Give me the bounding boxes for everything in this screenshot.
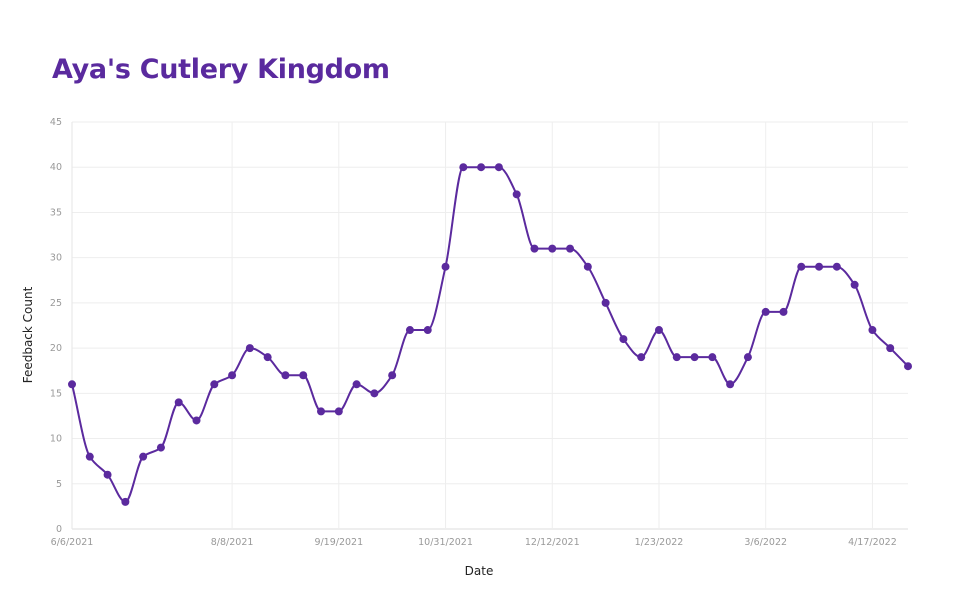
data-point: [761, 307, 770, 316]
data-point: [797, 262, 806, 271]
x-axis-title: Date: [465, 564, 494, 578]
x-tick-label: 1/23/2022: [635, 537, 684, 548]
data-point: [192, 416, 201, 425]
x-tick-label: 3/6/2022: [744, 537, 787, 548]
data-point: [156, 443, 165, 452]
y-tick-label: 20: [50, 343, 62, 354]
data-point: [886, 344, 895, 353]
data-point: [85, 452, 94, 461]
data-point: [690, 353, 699, 362]
data-points: [68, 163, 912, 506]
chart-title: Aya's Cutlery Kingdom: [52, 54, 390, 85]
data-point: [405, 326, 414, 335]
y-tick-label: 30: [50, 253, 62, 264]
data-point: [352, 380, 361, 389]
data-point: [68, 380, 76, 389]
data-point: [672, 353, 681, 362]
data-point: [334, 407, 343, 416]
y-tick-label: 45: [50, 117, 62, 128]
data-point: [619, 335, 628, 344]
x-axis-ticks: 6/6/2021 8/8/2021 9/19/2021 10/31/2021 12/12…: [51, 537, 897, 548]
data-point: [868, 326, 877, 335]
y-tick-label: 25: [50, 298, 62, 309]
data-point: [548, 244, 557, 253]
data-point: [228, 371, 237, 380]
x-tick-label: 8/8/2021: [211, 537, 254, 548]
y-tick-label: 15: [50, 388, 62, 399]
data-point: [174, 398, 183, 407]
data-point: [726, 380, 735, 389]
data-point: [566, 244, 575, 253]
y-axis-title: Feedback Count: [21, 286, 35, 383]
data-point: [494, 163, 503, 172]
y-tick-label: 35: [50, 207, 62, 218]
data-point: [441, 262, 450, 271]
data-point: [423, 326, 432, 335]
data-point: [601, 298, 610, 307]
data-point: [779, 307, 788, 316]
y-tick-label: 10: [50, 434, 62, 445]
data-point: [370, 389, 379, 398]
y-tick-label: 40: [50, 162, 62, 173]
y-tick-label: 0: [56, 524, 62, 535]
y-axis-ticks: 0 5 10 15 20 25 30 35 40 45: [50, 117, 62, 535]
data-point: [459, 163, 468, 172]
data-point: [832, 262, 841, 271]
data-point: [530, 244, 539, 253]
data-point: [263, 353, 272, 362]
data-point: [583, 262, 592, 271]
y-tick-label: 5: [56, 479, 62, 490]
x-tick-label: 4/17/2022: [848, 537, 897, 548]
data-point: [139, 452, 148, 461]
x-tick-label: 10/31/2021: [418, 537, 473, 548]
data-point: [299, 371, 308, 380]
data-point: [654, 326, 663, 335]
data-point: [850, 280, 859, 289]
data-point: [317, 407, 326, 416]
x-tick-label: 9/19/2021: [314, 537, 363, 548]
data-point: [103, 470, 112, 479]
data-point: [245, 344, 254, 353]
data-point: [637, 353, 646, 362]
data-point: [281, 371, 290, 380]
data-point: [904, 362, 912, 371]
data-point: [743, 353, 752, 362]
data-point: [121, 497, 130, 506]
series-line: [71, 166, 909, 503]
x-tick-label: 12/12/2021: [525, 537, 580, 548]
data-point: [708, 353, 717, 362]
data-point: [210, 380, 219, 389]
data-point: [512, 190, 521, 199]
data-point: [815, 262, 824, 271]
gridlines: [71, 121, 908, 530]
data-point: [388, 371, 397, 380]
data-point: [477, 163, 486, 172]
x-tick-label: 6/6/2021: [51, 537, 94, 548]
